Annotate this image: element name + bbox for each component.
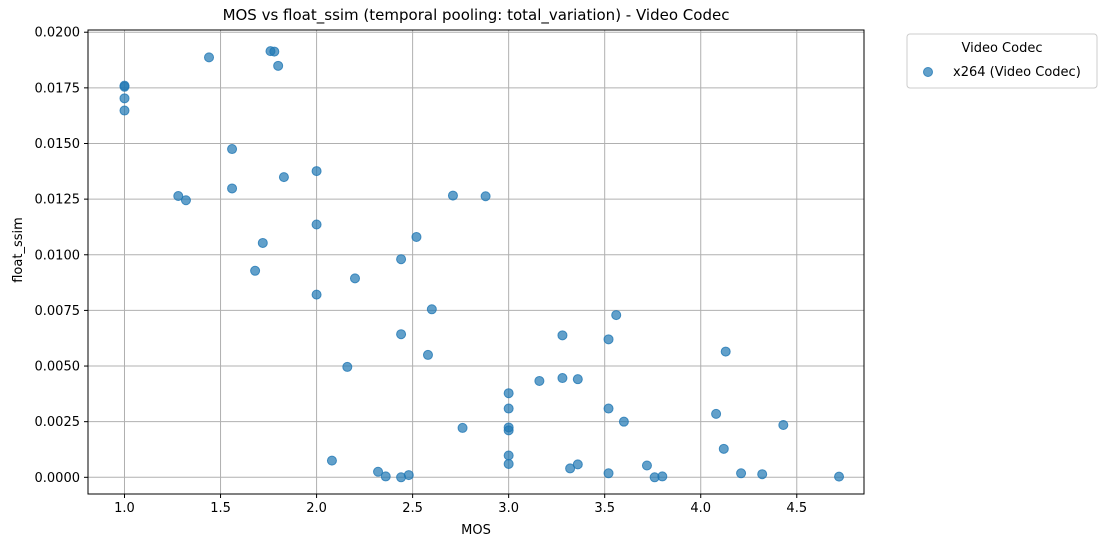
- grid-layer: [88, 30, 864, 494]
- x-tick-label: 1.0: [114, 501, 135, 516]
- data-point: [534, 375, 545, 386]
- data-point: [503, 425, 514, 436]
- data-point: [422, 349, 433, 360]
- data-point: [480, 191, 491, 202]
- data-point: [757, 469, 768, 480]
- y-tick-label: 0.0175: [35, 81, 81, 96]
- data-point: [834, 471, 845, 482]
- data-point: [342, 361, 353, 372]
- data-point: [227, 183, 238, 194]
- data-point: [611, 310, 622, 321]
- data-point: [273, 60, 284, 71]
- data-point: [373, 466, 384, 477]
- x-tick-label: 1.5: [210, 501, 231, 516]
- data-point: [278, 172, 289, 183]
- x-tick-label: 2.0: [306, 501, 327, 516]
- data-point: [503, 458, 514, 469]
- data-point: [119, 81, 130, 92]
- data-point: [457, 422, 468, 433]
- data-point: [503, 388, 514, 399]
- data-point: [447, 190, 458, 201]
- x-tick-label: 4.5: [786, 501, 807, 516]
- y-tick-label: 0.0100: [35, 248, 81, 263]
- data-point: [503, 450, 514, 461]
- data-point: [326, 455, 337, 466]
- data-point: [227, 144, 238, 155]
- data-point: [257, 237, 268, 248]
- y-tick-label: 0.0200: [35, 26, 81, 41]
- legend-marker: [923, 67, 933, 77]
- data-point: [119, 105, 130, 116]
- chart-title: MOS vs float_ssim (temporal pooling: tot…: [223, 6, 730, 25]
- plot-frame: [87, 29, 865, 495]
- data-point: [572, 459, 583, 470]
- data-point: [618, 416, 629, 427]
- x-tick-label: 3.0: [498, 501, 519, 516]
- y-tick-label: 0.0000: [35, 471, 81, 486]
- data-point: [349, 273, 360, 284]
- data-point: [557, 330, 568, 341]
- data-point: [711, 408, 722, 419]
- data-point: [204, 52, 215, 63]
- legend-frame: [906, 33, 1098, 89]
- data-point: [411, 231, 422, 242]
- x-tick-label: 4.0: [690, 501, 711, 516]
- data-point: [503, 403, 514, 414]
- y-tick-label: 0.0075: [35, 304, 81, 319]
- data-point: [572, 374, 583, 385]
- legend: Video Codec x264 (Video Codec): [906, 33, 1098, 89]
- data-point: [720, 346, 731, 357]
- data-point: [180, 195, 191, 206]
- data-point: [396, 254, 407, 265]
- data-point: [396, 329, 407, 340]
- y-tick-label: 0.0125: [35, 193, 81, 208]
- x-tick-label: 2.5: [402, 501, 423, 516]
- data-point: [311, 166, 322, 177]
- data-point: [173, 191, 184, 202]
- data-point: [641, 460, 652, 471]
- y-tick-label: 0.0050: [35, 360, 81, 375]
- data-point: [311, 219, 322, 230]
- data-point: [736, 468, 747, 479]
- data-point: [269, 46, 280, 57]
- data-point: [603, 468, 614, 479]
- data-point: [426, 304, 437, 315]
- data-point: [565, 463, 576, 474]
- points-layer: [119, 46, 845, 483]
- data-point: [603, 403, 614, 414]
- data-point: [557, 373, 568, 384]
- data-point: [718, 443, 729, 454]
- data-point: [250, 265, 261, 276]
- data-point: [311, 289, 322, 300]
- data-point: [380, 471, 391, 482]
- x-axis-label: MOS: [461, 523, 491, 538]
- data-point: [403, 470, 414, 481]
- y-tick-label: 0.0025: [35, 415, 81, 430]
- ticks-layer: 1.0 1.5 2.0 2.5 3.0 3.5 4.0 4.5 0.0000 0.0025 0.00…: [35, 26, 808, 516]
- data-point: [119, 93, 130, 104]
- x-tick-label: 3.5: [594, 501, 615, 516]
- data-point: [603, 334, 614, 345]
- legend-entry-label: x264 (Video Codec): [953, 65, 1081, 80]
- y-tick-label: 0.0150: [35, 137, 81, 152]
- y-axis-label: float_ssim: [11, 217, 26, 283]
- legend-title: Video Codec: [962, 41, 1043, 56]
- data-point: [778, 420, 789, 431]
- data-point: [657, 471, 668, 482]
